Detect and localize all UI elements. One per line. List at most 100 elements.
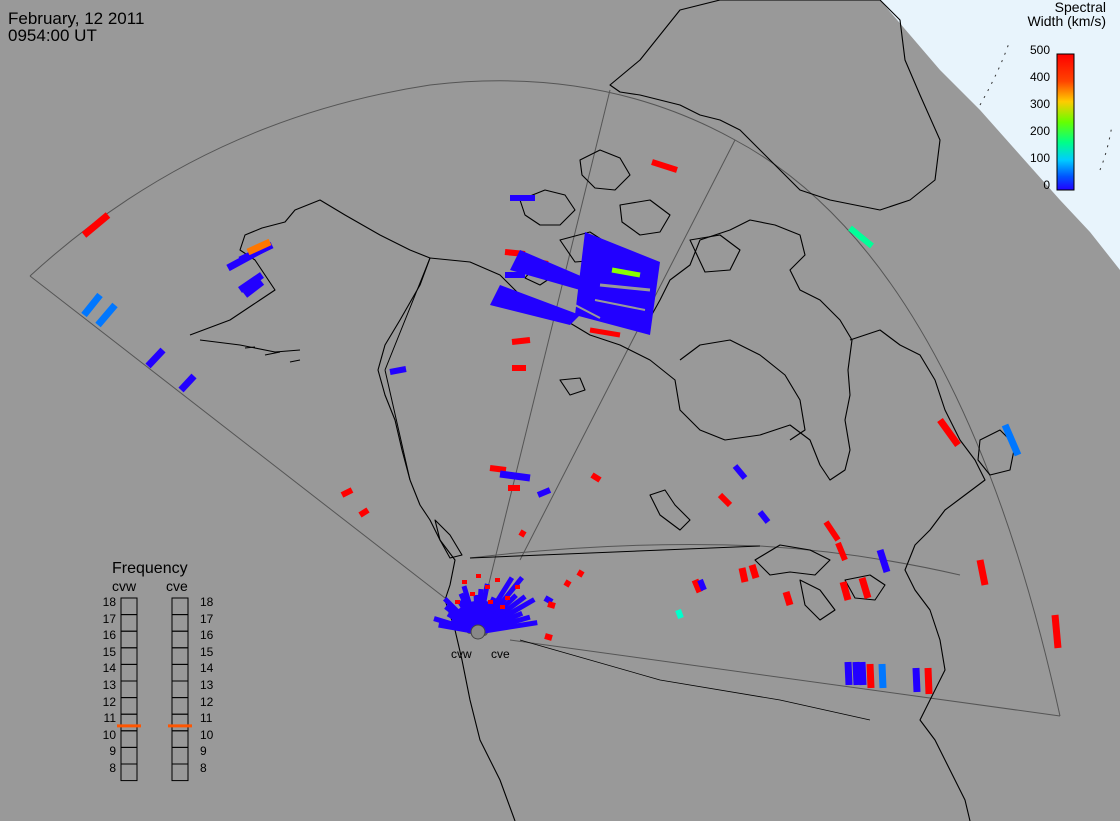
frequency-box-18-cve	[171, 597, 189, 616]
frequency-box-9-cvw	[120, 746, 138, 765]
legend-tick-300: 300	[1029, 97, 1050, 111]
backscatter-cell	[574, 304, 601, 319]
legend-tick-500: 500	[1029, 43, 1050, 57]
frequency-box-17-cve	[171, 614, 189, 632]
backscatter-cell	[976, 559, 989, 586]
frequency-tick-18-cvw: 18	[102, 595, 116, 609]
frequency-tick-15-cvw: 15	[102, 644, 116, 659]
frequency-box-8-cve	[171, 763, 189, 782]
legend-tick-200: 200	[1029, 124, 1050, 138]
frequency-box-16-cve	[171, 630, 189, 649]
backscatter-cell	[858, 576, 872, 600]
backscatter-cell	[912, 667, 921, 693]
frequency-box-8-cvw	[120, 763, 138, 782]
frequency-box-9-cve	[171, 746, 189, 765]
frequency-box-14-cve	[171, 663, 189, 682]
frequency-tick-8-cve: 8	[200, 761, 207, 775]
backscatter-cell	[95, 302, 118, 328]
frequency-box-11-cve	[171, 713, 189, 732]
backscatter-cell	[757, 510, 771, 524]
frequency-tick-11-cvw: 11	[103, 711, 116, 726]
legend-title: Spectral Width (km/s)	[1027, 0, 1106, 28]
backscatter-cell	[238, 241, 274, 264]
frequency-tick-10-cve: 10	[200, 727, 214, 742]
frequency-box-16-cvw	[120, 630, 138, 649]
backscatter-cell	[515, 585, 520, 589]
frequency-tick-16-cvw: 16	[102, 628, 116, 643]
backscatter-cells	[81, 159, 1062, 695]
frequency-box-15-cvw	[120, 647, 138, 665]
frequency-tick-11-cve: 11	[200, 711, 213, 726]
legend-tick-0: 0	[1043, 178, 1050, 192]
frequency-box-14-cvw	[120, 663, 138, 682]
backscatter-cell	[611, 267, 641, 278]
frequency-box-15-cve	[171, 647, 189, 665]
backscatter-cell	[738, 567, 749, 583]
frequency-tick-13-cvw: 13	[102, 678, 116, 692]
backscatter-cell	[242, 279, 265, 298]
backscatter-cell	[544, 633, 553, 641]
frequency-tick-16-cve: 16	[200, 628, 214, 643]
frequency-box-12-cve	[171, 697, 189, 715]
frequency-tick-12-cve: 12	[200, 694, 214, 709]
backscatter-cell	[518, 529, 527, 538]
legend-tick-100: 100	[1029, 151, 1050, 165]
backscatter-region	[490, 285, 580, 325]
frequency-title: Frequency	[112, 560, 188, 577]
backscatter-cell	[576, 569, 585, 578]
backscatter-cell	[500, 605, 505, 609]
backscatter-cell	[748, 563, 760, 580]
frequency-tick-9-cvw: 9	[109, 744, 116, 759]
radar-label-cve: cve	[491, 647, 510, 661]
time-label: 0954:00 UT	[8, 26, 97, 45]
frequency-tick-17-cvw: 17	[102, 611, 116, 626]
backscatter-cell	[511, 337, 531, 345]
backscatter-region	[575, 232, 660, 335]
backscatter-cell	[178, 373, 197, 393]
backscatter-cell	[455, 600, 460, 604]
backscatter-cell	[489, 465, 507, 473]
backscatter-cell	[499, 470, 531, 482]
backscatter-cell	[505, 596, 510, 600]
backscatter-cell	[470, 592, 475, 596]
radar-hub	[470, 624, 486, 640]
frequency-box-11-cvw	[120, 713, 138, 732]
backscatter-cell	[1051, 614, 1062, 649]
frequency-tick-13-cve: 13	[200, 678, 214, 692]
backscatter-cell	[732, 464, 748, 480]
frequency-box-13-cve	[171, 680, 189, 699]
frequency-tick-10-cvw: 10	[102, 727, 116, 742]
backscatter-cell	[81, 212, 111, 238]
backscatter-cell	[495, 578, 500, 582]
frequency-box-10-cvw	[120, 730, 138, 748]
backscatter-cell	[782, 590, 794, 607]
frequency-box-17-cvw	[120, 614, 138, 632]
backscatter-cell	[81, 292, 103, 318]
frequency-tick-9-cve: 9	[200, 744, 207, 759]
backscatter-cell	[937, 417, 961, 448]
coastlines	[189, 0, 1016, 821]
backscatter-cell	[358, 507, 370, 518]
frequency-box-18-cvw	[120, 597, 138, 616]
backscatter-cell	[485, 585, 490, 589]
frequency-tick-15-cve: 15	[200, 644, 214, 659]
daylight-region	[880, 0, 1120, 270]
date-label: February, 12 2011	[8, 9, 145, 28]
frequency-radar-cve: cve	[166, 578, 188, 594]
terminator-dotted-line	[979, 39, 1113, 171]
radar-label-cvw: cvw	[451, 647, 472, 661]
backscatter-cell	[589, 327, 621, 338]
frequency-box-12-cvw	[120, 697, 138, 715]
frequency-tick-12-cvw: 12	[102, 694, 116, 709]
backscatter-cell	[594, 299, 646, 311]
backscatter-cell	[848, 225, 874, 249]
backscatter-cell	[563, 579, 572, 588]
backscatter-cell	[340, 487, 354, 498]
backscatter-cell	[675, 608, 684, 620]
backscatter-cell	[823, 520, 841, 542]
spectral-width-colorbar	[1056, 53, 1075, 191]
backscatter-cell	[536, 487, 552, 498]
backscatter-cell	[876, 548, 891, 574]
backscatter-cell	[866, 663, 875, 689]
